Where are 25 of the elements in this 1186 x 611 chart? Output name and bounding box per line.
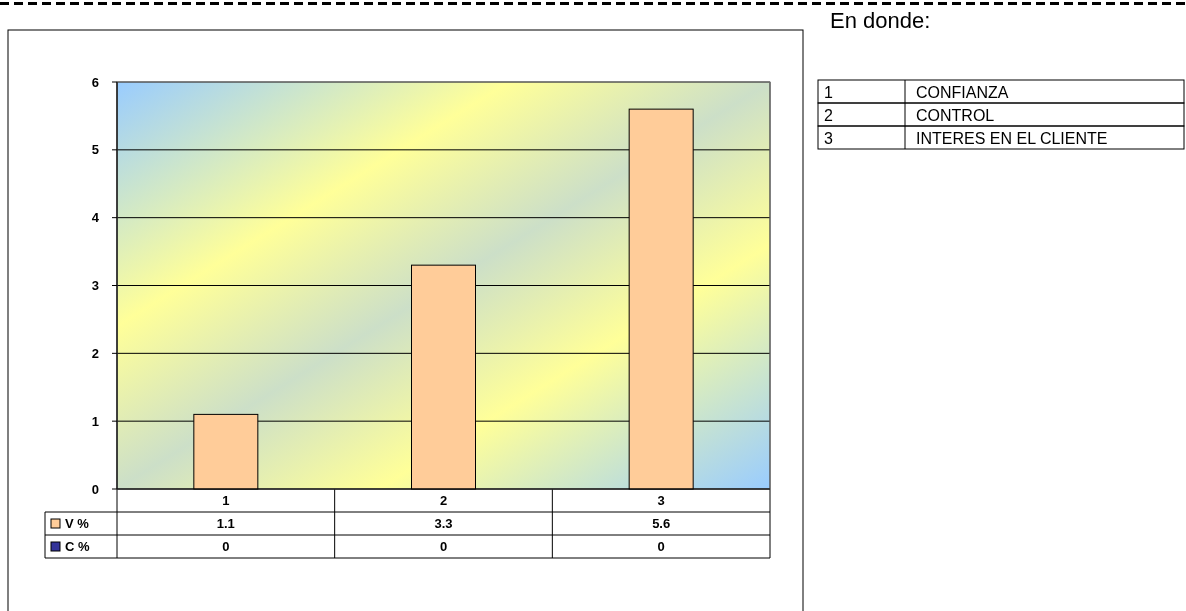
legend-label: V % <box>65 516 90 532</box>
data-label: 5.6 <box>652 516 671 532</box>
data-label: 1.1 <box>216 516 235 532</box>
y-tick-label: 0 <box>91 481 99 497</box>
y-tick-label: 3 <box>91 278 99 294</box>
legend-label: C % <box>65 539 90 555</box>
text: 2 <box>824 106 833 124</box>
data-label: 0 <box>657 539 665 555</box>
y-tick-label: 5 <box>91 142 99 158</box>
text: INTERES EN EL CLIENTE <box>916 129 1108 147</box>
data-label: 0 <box>439 539 448 555</box>
text: CONFIANZA <box>916 83 1009 101</box>
y-tick-label: 6 <box>91 74 99 90</box>
x-tick-label: 1 <box>222 493 230 509</box>
y-tick-label: 4 <box>91 210 100 226</box>
y-tick-label: 1 <box>91 413 99 429</box>
x-tick-label: 3 <box>657 493 665 509</box>
text: 3 <box>824 129 833 147</box>
x-tick-label: 2 <box>439 493 448 509</box>
y-tick-label: 2 <box>91 345 99 361</box>
text: 1 <box>824 83 833 101</box>
data-label: 3.3 <box>434 516 453 532</box>
text: En donde: <box>830 7 931 33</box>
text: CONTROL <box>916 106 995 124</box>
data-label: 0 <box>222 539 230 555</box>
